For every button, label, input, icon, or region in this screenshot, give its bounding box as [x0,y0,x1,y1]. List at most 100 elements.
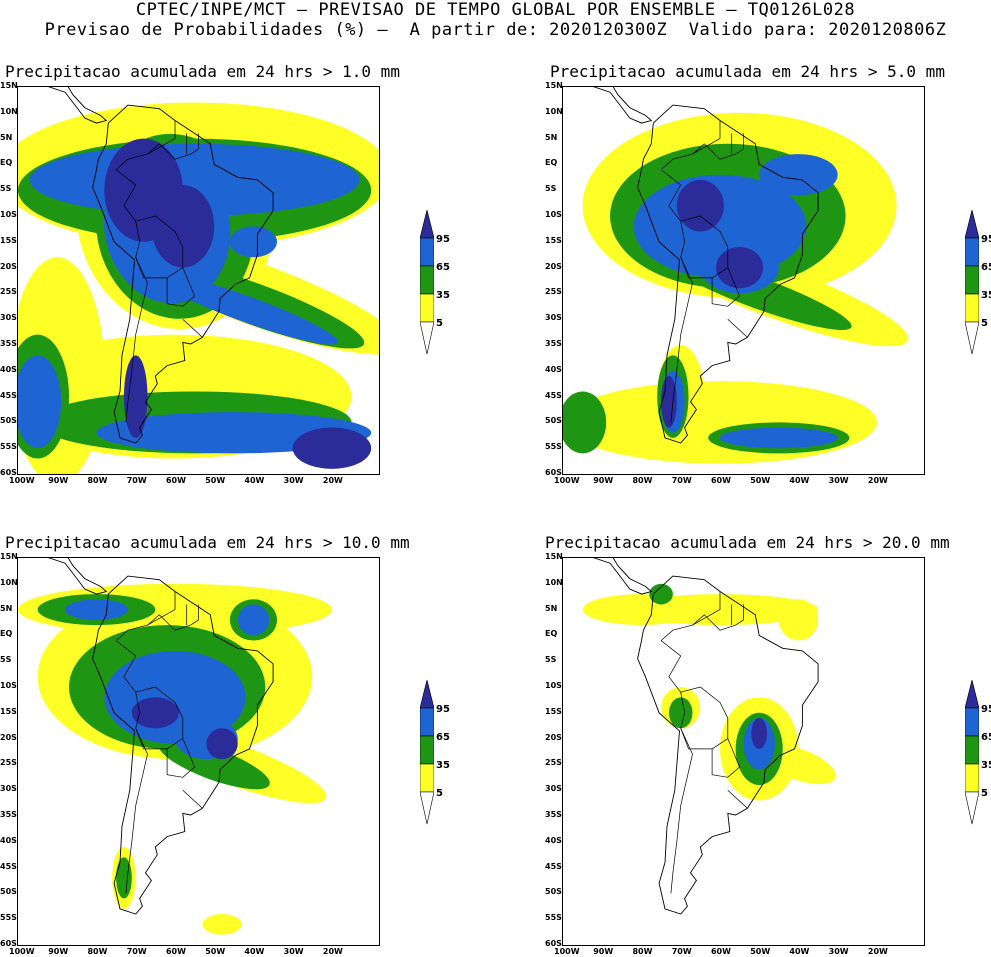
south-america-coastline [637,575,819,915]
longitude-tick-label: 20W [867,947,888,956]
latitude-tick-label: 40S [545,835,562,845]
longitude-tick-label: 70W [671,476,692,485]
latitude-tick-label: 5N [0,132,13,142]
map-svg [582,558,836,915]
latitude-tick-label: 5N [545,132,558,142]
colorbar-segment-35 [964,735,980,765]
colorbar-segment-0 [419,791,435,825]
colorbar-segment-65 [964,707,980,737]
latitude-tick-label: EQ [545,158,558,168]
latitude-tick-label: 30S [0,313,17,323]
longitude-tick-label: 100W [554,947,580,956]
latitude-tick-label: 50S [0,416,17,426]
latitude-tick-label: 40S [0,364,17,374]
latitude-tick-label: 30S [0,784,17,794]
map-area [17,86,380,475]
longitude-tick-label: 80W [87,476,108,485]
colorbar-label: 5 [436,788,443,799]
colorbar-label: 35 [436,760,450,771]
colorbar-segment-5 [964,763,980,793]
latitude-tick-label: EQ [545,629,558,639]
longitude-tick-label: 20W [867,476,888,485]
longitude-tick-label: 60W [710,476,731,485]
panel-title: Precipitacao acumulada em 24 hrs > 20.0 … [545,533,950,552]
colorbar-label: 65 [981,262,991,273]
longitude-tick-label: 80W [87,947,108,956]
latitude-tick-label: 30S [545,784,562,794]
colorbar-label: 95 [981,234,991,245]
colorbar-segment-0 [419,321,435,355]
latitude-tick-label: 45S [545,390,562,400]
longitude-tick-label: 70W [126,476,147,485]
latitude-tick-label: 50S [0,887,17,897]
probability-field [582,583,836,801]
latitude-tick-label: 35S [0,810,17,819]
colorbar-label: 35 [436,290,450,301]
latitude-tick-label: 5S [545,184,557,194]
colorbar-segment-65 [419,707,435,737]
latitude-tick-label: 10N [0,106,18,116]
colorbar-label: 65 [436,262,450,273]
colorbar-label: 35 [981,760,991,771]
longitude-tick-label: 50W [205,476,226,485]
map-area [562,86,925,475]
panel-title: Precipitacao acumulada em 24 hrs > 10.0 … [5,533,410,552]
south-america-coastline [92,104,274,444]
map-svg [563,87,909,464]
central-america-coastline [592,87,653,124]
map-area [17,557,380,946]
latitude-tick-label: 35S [545,810,562,819]
central-america-coastline [592,558,653,595]
latitude-tick-label: 10S [0,681,17,690]
central-america-coastline [47,87,108,124]
longitude-tick-label: 30W [283,476,304,485]
colorbar [419,679,435,825]
latitude-tick-label: EQ [0,158,13,168]
longitude-tick-label: 50W [750,947,771,956]
longitude-tick-label: 20W [322,476,343,485]
latitude-tick-label: 35S [545,339,562,348]
latitude-tick-label: 25S [545,287,562,297]
latitude-tick-label: 10S [545,681,562,690]
colorbar [964,679,980,825]
probability-field [18,102,379,474]
latitude-tick-label: 20S [545,261,562,271]
colorbar-segment-0 [964,791,980,825]
colorbar-label: 5 [436,318,443,329]
latitude-tick-label: 35S [0,339,17,348]
colorbar [964,209,980,355]
longitude-tick-label: 90W [593,476,614,485]
latitude-tick-label: 15S [0,235,17,245]
latitude-tick-label: 55S [0,913,17,923]
longitude-tick-label: 70W [671,947,692,956]
longitude-tick-label: 60W [165,947,186,956]
longitude-tick-label: 40W [789,947,810,956]
colorbar-segment-95 [419,679,435,709]
latitude-tick-label: 20S [0,732,17,742]
map-area [562,557,925,946]
colorbar-label: 65 [981,732,991,743]
latitude-tick-label: 25S [545,758,562,768]
latitude-tick-label: 55S [545,442,562,452]
colorbar-segment-5 [419,763,435,793]
latitude-tick-label: 60S [0,939,17,948]
latitude-tick-label: EQ [0,629,13,639]
latitude-tick-label: 5S [545,655,557,665]
colorbar-segment-95 [964,679,980,709]
south-america-coastline [637,104,819,444]
colorbar-segment-95 [964,209,980,239]
latitude-tick-label: 45S [0,861,17,871]
colorbar-label: 95 [436,704,450,715]
latitude-tick-label: 60S [545,468,562,477]
main-title: CPTEC/INPE/MCT — PREVISAO DE TEMPO GLOBA… [135,0,856,20]
longitude-tick-label: 60W [165,476,186,485]
latitude-tick-label: 5N [545,603,558,613]
latitude-tick-label: 45S [545,861,562,871]
longitude-tick-label: 60W [710,947,731,956]
colorbar-segment-5 [964,293,980,323]
latitude-tick-label: 10N [0,577,18,587]
latitude-tick-label: 50S [545,887,562,897]
longitude-tick-label: 80W [632,476,653,485]
latitude-tick-label: 10S [0,210,17,219]
colorbar-segment-5 [419,293,435,323]
